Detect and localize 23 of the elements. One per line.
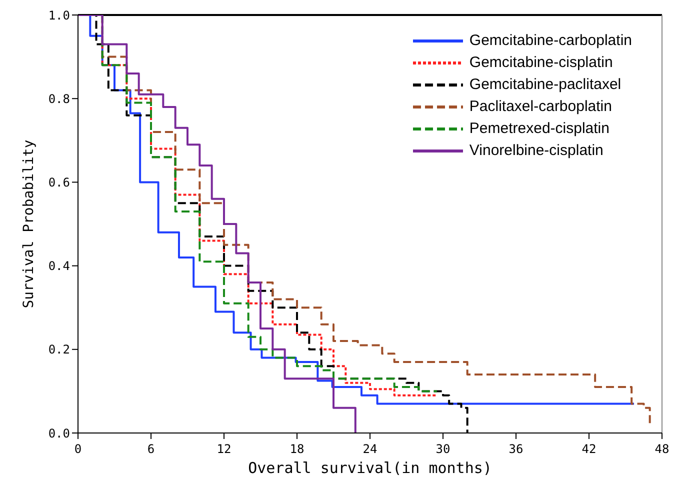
y-tick-label: 0.0	[48, 426, 70, 440]
y-tick-label: 0.6	[48, 175, 70, 190]
legend-label: Gemcitabine-cisplatin	[469, 53, 613, 73]
x-tick-label: 48	[654, 442, 670, 456]
x-tick-label: 6	[147, 442, 155, 456]
x-tick-label: 0	[74, 442, 82, 456]
x-tick-label: 12	[216, 442, 232, 456]
x-tick-label: 42	[582, 442, 596, 456]
legend-label: Pemetrexed-cisplatin	[469, 119, 610, 139]
y-tick-label: 0.8	[48, 92, 70, 106]
legend-label: Vinorelbine-cisplatin	[469, 141, 604, 161]
y-tick-label: 0.4	[48, 259, 70, 274]
legend-label: Gemcitabine-carboplatin	[469, 31, 632, 51]
legend-label: Paclitaxel-carboplatin	[469, 97, 612, 117]
x-tick-label: 24	[362, 442, 378, 456]
x-tick-label: 36	[508, 442, 524, 456]
x-axis-title: Overall survival(in months)	[248, 459, 492, 477]
legend-label: Gemcitabine-paclitaxel	[469, 75, 622, 95]
y-tick-label: 1.0	[48, 8, 70, 22]
x-tick-label: 30	[436, 442, 450, 456]
y-tick-label: 0.2	[48, 342, 70, 357]
x-tick-label: 18	[290, 442, 304, 456]
y-axis-title: Survival Probability	[20, 140, 37, 308]
